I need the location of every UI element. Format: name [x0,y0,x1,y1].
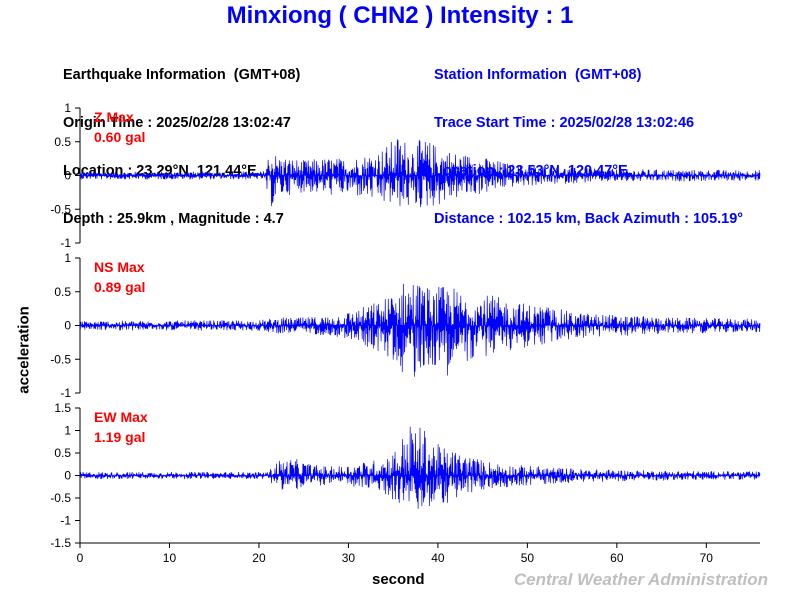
x-tick-label: 60 [610,551,624,565]
component-max-value: 0.89 gal [94,279,145,295]
depth-magnitude: Depth : 25.9km , Magnitude : 4.7 [63,211,284,227]
y-tick-label: 1.5 [54,401,71,415]
y-tick-label: 1 [64,424,71,438]
x-tick-label: 20 [252,551,266,565]
x-tick-label: 50 [521,551,535,565]
y-tick-label: -1 [60,514,71,528]
origin-time: Origin Time : 2025/02/28 13:02:47 [63,115,291,131]
chart-title: Minxiong ( CHN2 ) Intensity : 1 [226,2,574,29]
x-tick-label: 0 [77,551,84,565]
y-axis-label: acceleration [15,306,33,394]
y-tick-label: -0.5 [50,352,71,366]
y-tick-label: 0 [64,319,71,333]
y-axis-label-wrapper: acceleration [16,306,33,394]
earthquake-info-header: Earthquake Information (GMT+08) [63,67,301,83]
x-tick-label: 70 [700,551,714,565]
y-tick-label: 0 [64,469,71,483]
component-max-value: 1.19 gal [94,429,145,445]
x-axis-label: second [372,571,425,588]
component-max-value: 0.60 gal [94,129,145,145]
station-info-header: Station Information (GMT+08) [434,67,642,83]
trace-start-time: Trace Start Time : 2025/02/28 13:02:46 [434,115,695,131]
x-tick-label: 10 [163,551,177,565]
trace-line [79,139,761,208]
trace-line [79,426,761,509]
y-tick-label: 1 [64,101,71,115]
y-tick-label: -1 [60,386,71,400]
y-tick-label: -0.5 [50,491,71,505]
y-tick-label: -1 [60,236,71,250]
y-tick-label: 0 [64,169,71,183]
trace-line [79,283,761,377]
y-tick-label: -0.5 [50,202,71,216]
x-tick-label: 30 [342,551,356,565]
component-max-label: NS Max [94,259,145,275]
y-tick-label: 0.5 [54,446,71,460]
component-max-label: EW Max [94,409,148,425]
y-tick-label: 0.5 [54,135,71,149]
x-tick-label: 40 [431,551,445,565]
agency-credit: Central Weather Administration [513,570,768,589]
y-tick-label: 1 [64,251,71,265]
component-max-label: Z Max [94,109,134,125]
y-tick-label: -1.5 [50,536,71,550]
y-tick-label: 0.5 [54,285,71,299]
distance-azimuth: Distance : 102.15 km, Back Azimuth : 105… [434,211,744,227]
